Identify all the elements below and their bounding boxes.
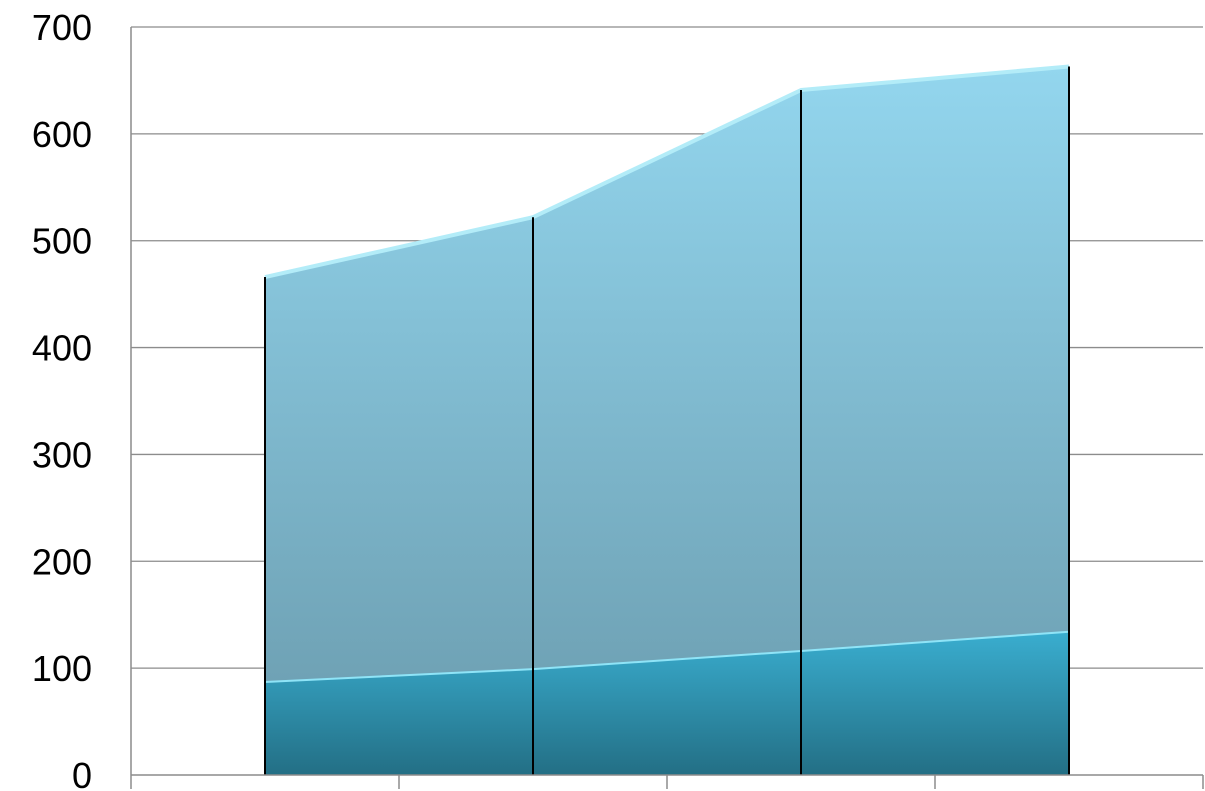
y-tick-label-700: 700: [32, 7, 92, 48]
series-1-area: [265, 630, 1069, 775]
category-dividers: [264, 66, 1070, 775]
y-tick-label-300: 300: [32, 434, 92, 475]
y-tick-label-500: 500: [32, 221, 92, 262]
series-2-area: [265, 66, 1069, 681]
y-axis-tick-labels: 0 100 200 300 400 500 600 700: [32, 7, 92, 791]
y-tick-label-0: 0: [72, 755, 92, 791]
axes: [130, 27, 1204, 789]
series-2-top-edge: [264, 64, 1070, 279]
y-tick-label-600: 600: [32, 114, 92, 155]
y-tick-label-100: 100: [32, 648, 92, 689]
series-areas: [264, 64, 1070, 775]
y-tick-label-400: 400: [32, 328, 92, 369]
y-tick-label-200: 200: [32, 541, 92, 582]
